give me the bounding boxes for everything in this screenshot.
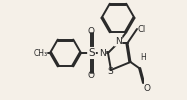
Text: N: N	[99, 48, 105, 58]
Text: S: S	[107, 68, 113, 76]
Text: N: N	[99, 48, 105, 58]
Text: N: N	[115, 36, 121, 46]
Text: S: S	[88, 48, 95, 58]
Text: Cl: Cl	[137, 24, 146, 34]
Text: O: O	[88, 26, 95, 36]
Text: S: S	[88, 48, 95, 58]
Text: H: H	[140, 53, 146, 62]
Text: O: O	[88, 70, 95, 80]
Text: N: N	[115, 36, 121, 46]
Text: O: O	[144, 84, 151, 93]
Text: CH₃: CH₃	[34, 48, 48, 58]
